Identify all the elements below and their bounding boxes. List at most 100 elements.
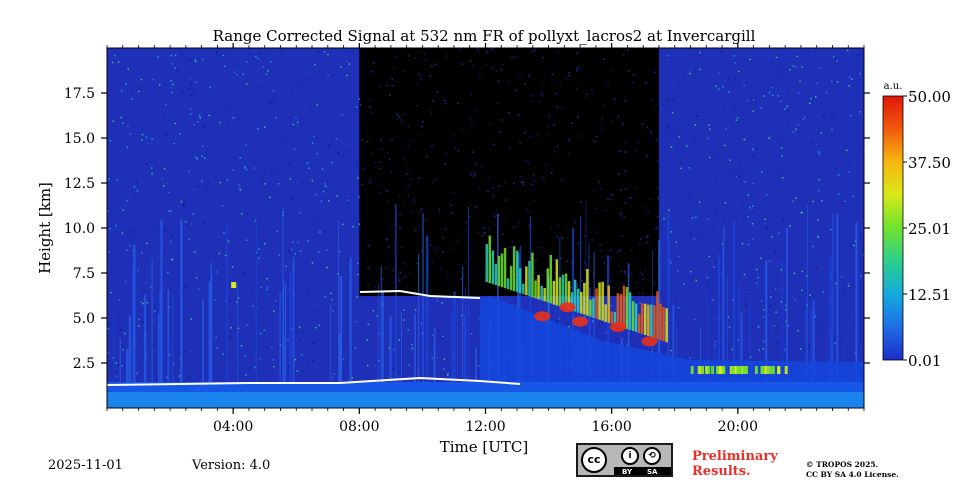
noise-dot (541, 95, 544, 97)
noise-dot (244, 355, 246, 357)
noise-dot (780, 212, 782, 214)
noise-dot (491, 67, 494, 69)
noise-dot (708, 281, 710, 284)
noise-dot (388, 158, 391, 161)
noise-dot (370, 182, 372, 184)
noise-dot (634, 187, 637, 189)
noise-dot (624, 141, 627, 143)
colorbar-tick-label: 0.01 (908, 352, 941, 370)
noise-dot (257, 127, 259, 130)
signal-streak (593, 252, 595, 390)
noise-dot (737, 339, 740, 341)
noise-dot (156, 69, 158, 71)
noise-dot (197, 121, 199, 123)
noise-dot (367, 364, 369, 367)
preliminary-line-1: Preliminary (692, 449, 778, 464)
noise-dot (201, 155, 203, 157)
noise-dot (386, 190, 389, 193)
noise-dot (860, 60, 862, 62)
noise-dot (368, 244, 370, 246)
signal-streak (279, 291, 281, 390)
noise-dot (421, 249, 423, 251)
noise-dot (831, 80, 833, 82)
noise-dot (190, 108, 192, 110)
noise-dot (404, 275, 407, 278)
noise-dot (540, 93, 543, 95)
noise-dot (314, 63, 316, 66)
noise-dot (445, 228, 447, 231)
noise-dot (624, 202, 627, 204)
noise-dot (550, 228, 553, 230)
noise-dot (496, 102, 499, 105)
noise-dot (526, 208, 528, 211)
noise-dot (292, 123, 295, 126)
noise-dot (669, 65, 671, 67)
noise-dot (778, 261, 780, 263)
signal-streak (457, 304, 458, 390)
noise-dot (127, 125, 129, 127)
noise-dot (756, 282, 758, 284)
noise-dot (194, 188, 197, 190)
noise-dot (215, 336, 217, 338)
noise-dot (774, 251, 776, 253)
noise-dot (178, 205, 180, 208)
noise-dot (236, 363, 238, 365)
noise-dot (675, 241, 678, 244)
noise-dot (722, 85, 724, 88)
noise-dot (780, 100, 782, 103)
noise-dot (343, 373, 345, 375)
noise-dot (817, 235, 819, 238)
noise-dot (424, 310, 426, 312)
noise-dot (574, 221, 577, 224)
noise-dot (723, 64, 726, 66)
noise-dot (436, 356, 439, 359)
noise-dot (686, 145, 688, 147)
noise-dot (774, 288, 777, 290)
noise-dot (391, 269, 394, 272)
noise-dot (592, 320, 594, 322)
noise-dot (860, 226, 863, 229)
noise-dot (693, 138, 695, 141)
signal-streak (126, 348, 129, 390)
noise-dot (779, 174, 782, 177)
noise-dot (450, 211, 453, 214)
signal-streak (722, 243, 725, 390)
noise-dot (556, 145, 559, 147)
noise-dot (517, 114, 520, 116)
noise-dot (555, 310, 557, 312)
noise-dot (133, 197, 135, 199)
y-tick-label: 17.5 (64, 86, 95, 102)
noise-dot (246, 324, 249, 326)
noise-dot (240, 345, 243, 347)
noise-dot (714, 344, 716, 346)
noise-dot (723, 79, 726, 82)
noise-dot (216, 236, 219, 239)
noise-dot (568, 139, 570, 141)
noise-dot (402, 276, 404, 279)
noise-dot (300, 250, 302, 252)
noise-dot (658, 205, 660, 207)
cc-license-badge[interactable]: cc i ⟲ BY SA (576, 443, 673, 477)
noise-dot (450, 204, 452, 206)
noise-dot (514, 56, 517, 59)
noise-dot (593, 189, 596, 191)
noise-dot (188, 238, 190, 241)
noise-dot (327, 53, 329, 56)
cloud-streak (586, 269, 589, 316)
noise-dot (677, 270, 679, 272)
noise-dot (826, 91, 828, 94)
noise-dot (818, 189, 820, 192)
noise-dot (267, 54, 269, 56)
noise-dot (493, 279, 496, 281)
noise-dot (624, 170, 626, 172)
cc-icon: cc (581, 447, 607, 473)
noise-dot (340, 176, 343, 179)
noise-dot (212, 333, 214, 335)
noise-dot (796, 55, 798, 58)
noise-dot (848, 282, 850, 285)
noise-dot (439, 267, 442, 270)
noise-dot (708, 124, 710, 126)
cloud-streak (555, 259, 559, 306)
noise-dot (494, 215, 496, 217)
noise-dot (407, 194, 409, 197)
